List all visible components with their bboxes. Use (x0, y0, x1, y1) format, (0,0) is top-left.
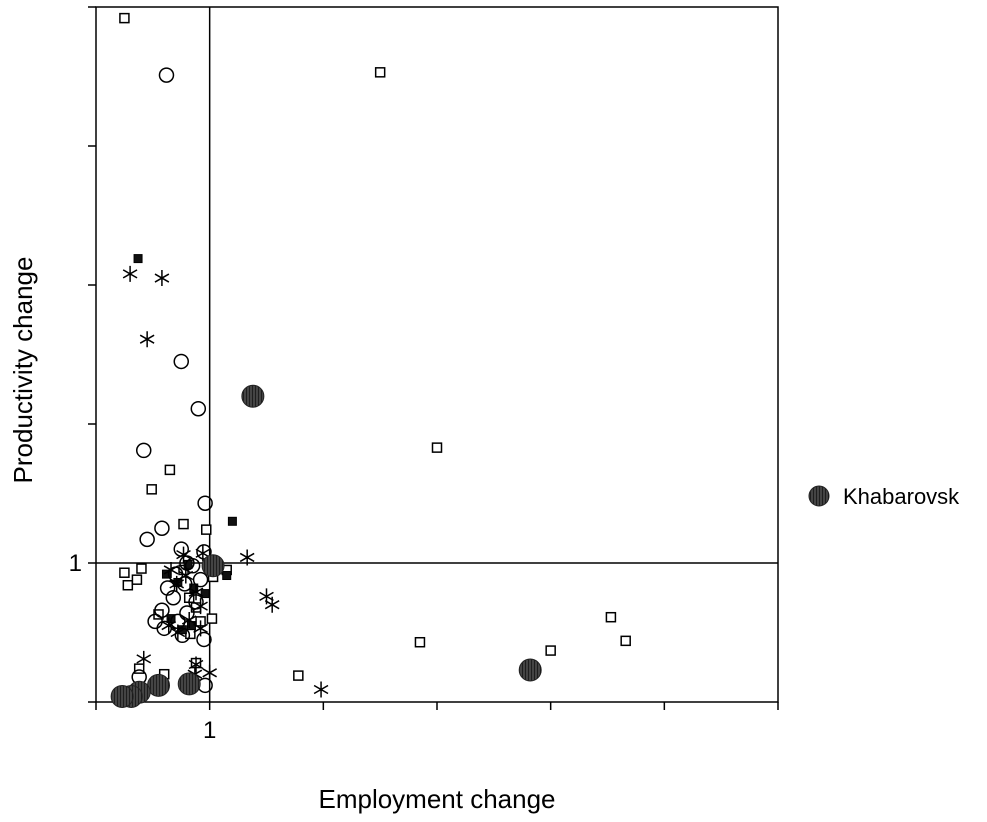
data-point-open-circle (173, 353, 189, 370)
data-point-open-circle (139, 531, 155, 548)
data-point-open-square (545, 645, 556, 656)
data-point-open-circle (174, 627, 191, 644)
data-point-open-circle (135, 442, 152, 459)
data-point-open-square (119, 12, 130, 24)
y-axis-title: Productivity change (8, 257, 38, 484)
data-point-asterisk (154, 270, 170, 287)
data-points (110, 12, 631, 708)
legend-marker-khabarovsk (808, 485, 830, 507)
data-point-asterisk (188, 656, 204, 673)
data-point-open-square (293, 670, 304, 681)
data-point-open-circle (154, 520, 170, 536)
data-point-open-circle (167, 566, 184, 582)
data-point-filled-square (133, 254, 143, 264)
data-point-open-circle (170, 613, 186, 630)
data-point-open-square (122, 579, 134, 591)
data-point-open-square (605, 611, 617, 623)
data-point-khabarovsk (177, 672, 201, 696)
data-point-asterisk (313, 681, 329, 698)
data-point-open-circle (156, 620, 172, 637)
data-point-filled-square (222, 571, 232, 581)
data-point-khabarovsk (241, 384, 265, 408)
data-point-asterisk (264, 596, 280, 613)
data-point-open-circle (176, 576, 193, 592)
data-point-open-square (201, 524, 212, 535)
data-point-open-square (178, 518, 189, 530)
data-point-open-circle (197, 495, 213, 511)
data-point-open-circle (173, 541, 189, 557)
data-point-filled-square (200, 589, 210, 599)
legend: Khabarovsk (808, 484, 960, 509)
data-point-asterisk (122, 265, 138, 282)
data-point-open-square (414, 636, 426, 648)
data-point-open-square (374, 67, 386, 78)
data-point-asterisk (170, 624, 186, 641)
y-tick-label: 1 (69, 550, 82, 577)
data-point-open-square (164, 464, 176, 476)
data-point-khabarovsk (147, 673, 171, 697)
data-point-open-square (431, 442, 443, 453)
data-point-asterisk (202, 664, 218, 681)
data-point-open-square (131, 574, 143, 585)
legend-label-khabarovsk: Khabarovsk (843, 484, 960, 509)
data-point-open-circle (179, 605, 195, 621)
data-point-khabarovsk (110, 684, 134, 708)
data-point-open-square (146, 484, 157, 495)
plot-frame (95, 6, 779, 703)
data-point-khabarovsk (201, 554, 225, 578)
data-point-open-circle (188, 594, 204, 610)
data-point-asterisk (139, 331, 155, 348)
data-point-open-square (206, 613, 218, 624)
tick-labels: 11 (69, 550, 217, 744)
data-point-asterisk (136, 650, 152, 667)
data-point-open-circle (165, 590, 182, 606)
x-axis-title: Employment change (318, 784, 555, 814)
data-point-asterisk (169, 575, 185, 592)
data-point-open-circle (158, 67, 175, 83)
data-point-asterisk (188, 584, 204, 601)
data-point-asterisk (239, 549, 255, 566)
data-point-open-circle (190, 400, 207, 417)
reference-lines (96, 7, 778, 702)
data-point-open-circle (184, 558, 201, 574)
data-point-filled-square (227, 516, 237, 526)
data-point-open-circle (154, 602, 170, 619)
x-tick-label: 1 (203, 717, 216, 744)
data-point-open-circle (192, 571, 209, 588)
data-point-open-square (119, 567, 130, 578)
data-point-open-square (136, 563, 147, 574)
data-point-open-square (620, 635, 631, 647)
data-point-open-circle (196, 631, 212, 648)
data-point-khabarovsk (518, 658, 542, 682)
data-point-asterisk (161, 617, 177, 634)
axis-ticks (88, 6, 779, 710)
data-point-open-square (133, 663, 145, 674)
